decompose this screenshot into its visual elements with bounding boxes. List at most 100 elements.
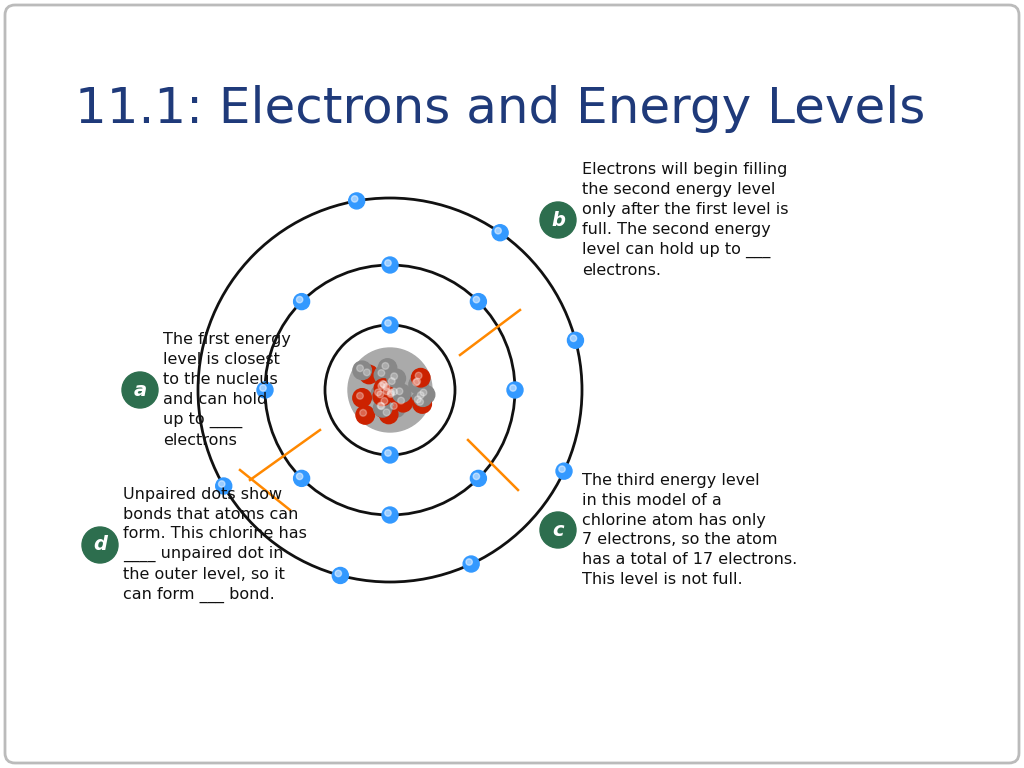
Circle shape bbox=[540, 202, 575, 238]
Circle shape bbox=[359, 409, 367, 416]
Circle shape bbox=[333, 568, 348, 584]
Circle shape bbox=[260, 385, 266, 391]
Circle shape bbox=[353, 389, 372, 407]
Circle shape bbox=[383, 409, 390, 415]
Circle shape bbox=[371, 386, 389, 404]
Circle shape bbox=[382, 507, 398, 523]
Circle shape bbox=[387, 385, 406, 403]
Circle shape bbox=[257, 382, 273, 398]
Circle shape bbox=[378, 403, 385, 409]
Circle shape bbox=[373, 387, 391, 406]
Circle shape bbox=[375, 399, 393, 418]
Circle shape bbox=[380, 384, 398, 402]
Circle shape bbox=[495, 227, 502, 234]
Circle shape bbox=[359, 366, 378, 384]
Circle shape bbox=[416, 372, 422, 379]
Circle shape bbox=[466, 559, 472, 565]
Circle shape bbox=[375, 389, 382, 396]
Circle shape bbox=[507, 382, 523, 398]
Circle shape bbox=[510, 385, 516, 391]
Circle shape bbox=[364, 369, 371, 376]
Circle shape bbox=[382, 362, 389, 369]
Circle shape bbox=[540, 512, 575, 548]
Circle shape bbox=[378, 382, 385, 389]
Circle shape bbox=[418, 392, 424, 399]
Circle shape bbox=[296, 473, 303, 479]
Circle shape bbox=[380, 406, 398, 424]
Circle shape bbox=[351, 196, 357, 202]
Circle shape bbox=[356, 392, 364, 399]
Circle shape bbox=[380, 381, 386, 387]
Text: The first energy
level is closest
to the nucleus
and can hold
up to ____
electro: The first energy level is closest to the… bbox=[163, 333, 291, 448]
Text: Electrons will begin filling
the second energy level
only after the first level : Electrons will begin filling the second … bbox=[582, 162, 788, 277]
Circle shape bbox=[377, 394, 395, 412]
Circle shape bbox=[463, 556, 479, 572]
Text: Unpaired dots show
bonds that atoms can
form. This chlorine has
____ unpaired do: Unpaired dots show bonds that atoms can … bbox=[123, 487, 307, 603]
Circle shape bbox=[415, 396, 421, 402]
Circle shape bbox=[379, 380, 397, 399]
Circle shape bbox=[387, 369, 406, 388]
Circle shape bbox=[385, 510, 391, 516]
Circle shape bbox=[387, 399, 406, 417]
Circle shape bbox=[348, 348, 432, 432]
Circle shape bbox=[377, 402, 384, 409]
Circle shape bbox=[378, 369, 385, 376]
Circle shape bbox=[376, 377, 394, 396]
Circle shape bbox=[559, 466, 565, 472]
Circle shape bbox=[412, 369, 430, 387]
Circle shape bbox=[381, 398, 388, 404]
Circle shape bbox=[388, 378, 395, 385]
FancyBboxPatch shape bbox=[5, 5, 1019, 763]
Circle shape bbox=[377, 391, 384, 398]
Circle shape bbox=[414, 378, 421, 385]
Circle shape bbox=[570, 335, 577, 342]
Text: a: a bbox=[133, 380, 146, 399]
Circle shape bbox=[356, 365, 364, 372]
Circle shape bbox=[417, 399, 424, 406]
Circle shape bbox=[385, 374, 403, 392]
Circle shape bbox=[294, 470, 309, 486]
Circle shape bbox=[383, 383, 390, 390]
Circle shape bbox=[556, 463, 572, 479]
Circle shape bbox=[413, 379, 420, 386]
Circle shape bbox=[392, 384, 411, 402]
Circle shape bbox=[296, 296, 303, 303]
Circle shape bbox=[470, 470, 486, 486]
Text: d: d bbox=[93, 535, 106, 554]
Circle shape bbox=[410, 374, 428, 393]
Circle shape bbox=[218, 481, 225, 487]
Circle shape bbox=[294, 293, 309, 310]
Circle shape bbox=[378, 359, 396, 377]
Circle shape bbox=[567, 333, 584, 349]
Circle shape bbox=[353, 361, 372, 379]
Circle shape bbox=[390, 402, 397, 409]
Circle shape bbox=[385, 260, 391, 266]
Circle shape bbox=[122, 372, 158, 408]
Circle shape bbox=[374, 366, 393, 384]
Circle shape bbox=[381, 381, 387, 388]
Circle shape bbox=[391, 373, 397, 379]
Circle shape bbox=[383, 388, 390, 395]
Text: b: b bbox=[551, 210, 565, 230]
Text: The third energy level
in this model of a
chlorine atom has only
7 electrons, so: The third energy level in this model of … bbox=[582, 473, 798, 587]
Circle shape bbox=[411, 392, 429, 411]
Circle shape bbox=[216, 478, 231, 494]
Circle shape bbox=[470, 293, 486, 310]
Circle shape bbox=[417, 386, 435, 404]
Circle shape bbox=[348, 193, 365, 209]
Circle shape bbox=[473, 473, 479, 479]
Circle shape bbox=[385, 319, 391, 326]
Circle shape bbox=[382, 317, 398, 333]
Circle shape bbox=[374, 379, 392, 397]
Circle shape bbox=[409, 376, 427, 394]
Circle shape bbox=[387, 391, 394, 397]
Circle shape bbox=[384, 386, 402, 404]
Text: 11.1: Electrons and Energy Levels: 11.1: Electrons and Energy Levels bbox=[75, 85, 926, 133]
Circle shape bbox=[382, 257, 398, 273]
Text: c: c bbox=[552, 521, 564, 539]
Circle shape bbox=[335, 571, 342, 577]
Circle shape bbox=[385, 450, 391, 456]
Circle shape bbox=[397, 397, 404, 404]
Circle shape bbox=[396, 388, 402, 395]
Circle shape bbox=[374, 399, 392, 417]
